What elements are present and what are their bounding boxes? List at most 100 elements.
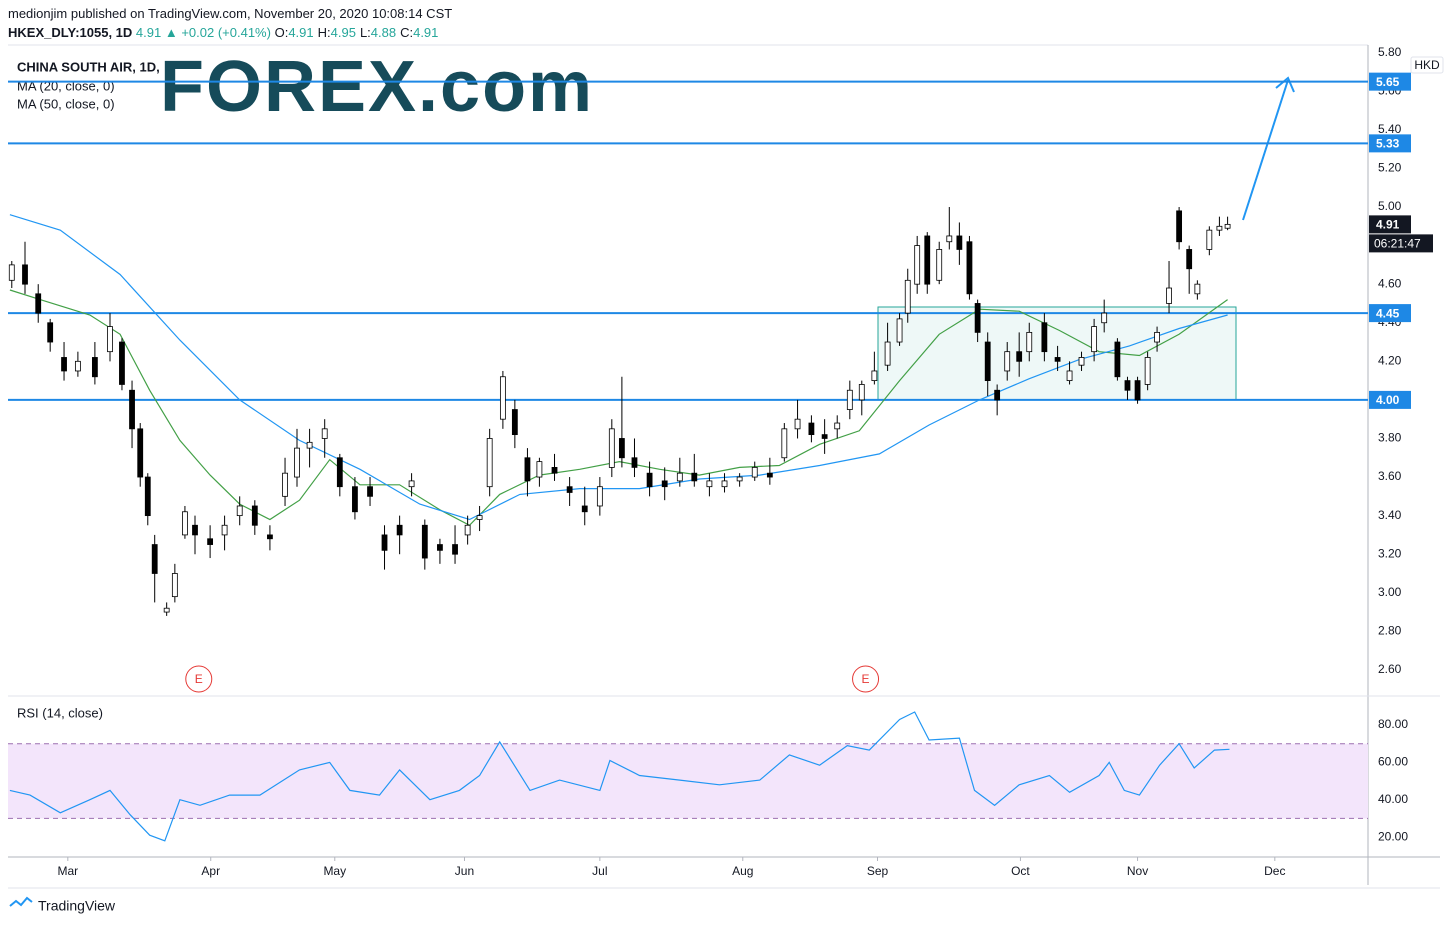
rsi-band [8,743,1368,819]
candle-body [1206,229,1213,250]
currency: HKD [1414,58,1440,72]
ohlc-key: H: [317,25,331,40]
candle-body [766,472,773,478]
change: ▲ +0.02 (+0.41%) [164,25,271,40]
legend-entry: MA (50, close, 0) [17,96,115,111]
event-marker [185,665,213,693]
candle-body [408,480,415,488]
candle-body [781,428,788,459]
candle-body [171,573,178,598]
candle-body [499,376,506,420]
candle-body [421,524,428,559]
candle-body [551,467,558,474]
ohlc-value: 4.88 [370,25,397,40]
candle-body [1124,380,1131,391]
candle-body [1186,249,1193,270]
ohlc-value: 4.91 [288,25,314,40]
candle-body [119,341,125,385]
range-box [877,306,1237,401]
level-label: 5.65 [1376,75,1400,89]
candle-body [956,235,963,250]
candle-body [721,480,728,488]
ohlc-key: L: [359,25,371,40]
y-tick-label: 3.60 [1378,469,1402,483]
candle-body [904,279,911,314]
x-tick-label: Dec [1264,864,1285,878]
y-tick-label: 20.00 [1378,829,1408,843]
candle-body [896,318,903,343]
countdown-tag [1369,234,1433,253]
event-label: E [195,672,203,686]
candle-body [1114,341,1121,378]
candle-body [381,534,388,551]
x-tick-label: Jun [455,864,474,878]
candle-body [1154,331,1160,343]
candle-body [144,476,151,517]
candle-body [1091,326,1098,353]
event-label: E [862,672,870,686]
candle-body [236,505,243,517]
candle-body [22,264,28,285]
x-tick-label: May [323,864,346,878]
x-tick-label: Sep [867,864,889,878]
y-tick-label: 4.40 [1378,315,1402,329]
candle-body [858,384,865,401]
candle-body [1194,283,1201,295]
candle-body [1054,357,1061,362]
candle-body [267,534,273,540]
ohlc-value: 4.95 [330,25,356,40]
x-tick-label: Nov [1127,864,1148,878]
candle-body [282,472,288,497]
candle-body [751,467,758,478]
footer: TradingView [38,898,116,914]
candle-body [182,511,188,536]
y-tick-label: 3.00 [1378,585,1402,599]
ohlc-value: 4.91 [413,25,439,40]
candle-body [974,303,981,333]
candle-body [924,235,931,285]
candle-body [1224,223,1231,229]
candle-body [1026,331,1033,353]
candle-body [871,370,878,382]
candle-body [794,418,801,430]
candle-body [736,476,743,482]
candle-body [1004,351,1011,372]
level-tag [1369,72,1411,91]
candle-body [8,264,15,281]
last-price-tag [1369,215,1411,234]
rsi-title: RSI (14, close) [17,705,103,720]
candle-body [306,441,313,449]
x-tick-label: Mar [57,864,78,878]
candle-body [464,524,471,536]
level-label: 4.00 [1376,393,1400,407]
arrow-head [1275,76,1295,93]
candle-body [846,389,853,410]
level-tag [1369,134,1411,153]
y-tick-label: 5.00 [1378,199,1402,213]
candle-body [1166,287,1172,304]
y-tick-label: 3.80 [1378,431,1402,445]
currency-box [1410,56,1444,74]
candle-body [207,538,214,545]
x-tick-label: Jul [592,864,607,878]
y-tick-label: 5.40 [1378,122,1402,136]
rsi-line [9,711,1230,842]
level-tag [1369,304,1411,323]
candle-body [47,322,54,343]
y-tick-label: 4.60 [1378,276,1402,290]
legend-entry: MA (20, close, 0) [17,78,115,93]
ohlc: O:4.91 H:4.95 L:4.88 C:4.91 [275,25,439,40]
candle-body [91,357,98,378]
candle-body [1144,357,1151,385]
x-tick-label: Apr [201,864,220,878]
candle-body [1078,357,1085,366]
candle-body [631,457,638,468]
candle-body [151,544,158,574]
candle-body [646,472,653,488]
candle-body [936,249,943,281]
event-marker [852,665,880,693]
y-tick-label: 40.00 [1378,792,1408,806]
candle-body [511,409,518,436]
candle-body [221,524,228,536]
tv-icon [9,896,33,907]
